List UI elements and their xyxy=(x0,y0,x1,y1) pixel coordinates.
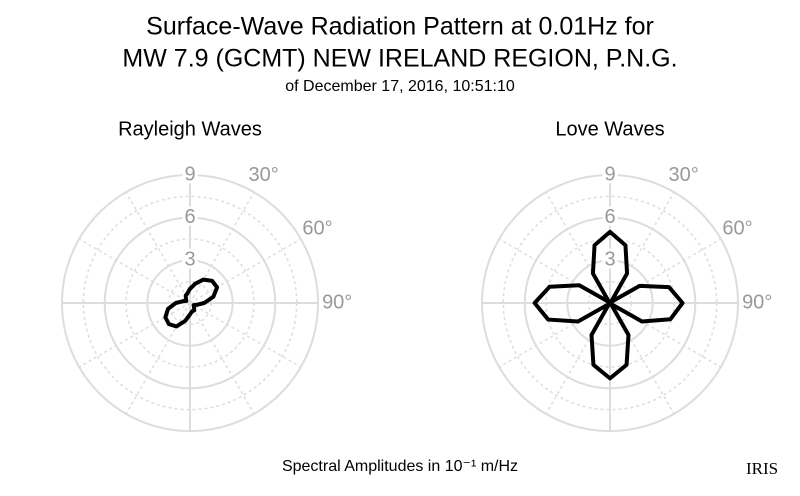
grid-ring xyxy=(103,216,277,390)
radiation-pattern xyxy=(163,277,220,329)
minor-ring xyxy=(587,280,633,326)
minor-ring xyxy=(125,238,255,368)
panel-title: Love Waves xyxy=(555,118,664,140)
theta-tick-label: 30° xyxy=(668,164,698,186)
title: MW 7.9 (GCMT) NEW IRELAND REGION, P.N.G. xyxy=(122,45,677,73)
grid-ring xyxy=(146,259,234,347)
caption: Spectral Amplitudes in 10⁻¹ m/Hz xyxy=(282,458,518,475)
r-tick-label: 9 xyxy=(604,163,615,185)
subtitle: of December 17, 2016, 10:51:10 xyxy=(285,78,515,95)
r-tick-label: 3 xyxy=(604,249,615,271)
grid-ring xyxy=(481,174,739,432)
r-tick-label: 3 xyxy=(184,249,195,271)
title: Surface-Wave Radiation Pattern at 0.01Hz… xyxy=(146,13,654,41)
panel-title: Rayleigh Waves xyxy=(118,118,262,140)
theta-tick-label: 30° xyxy=(248,164,278,186)
radiation-pattern xyxy=(532,229,685,381)
spoke xyxy=(125,191,191,304)
spoke xyxy=(189,191,255,304)
theta-tick-label: 60° xyxy=(722,218,752,240)
r-tick-label: 6 xyxy=(604,206,615,228)
minor-ring xyxy=(545,238,675,368)
r-tick-label: 9 xyxy=(184,163,195,185)
grid-ring xyxy=(523,216,697,390)
r-tick-label: 6 xyxy=(184,206,195,228)
spoke xyxy=(78,302,191,368)
grid-ring xyxy=(566,259,654,347)
minor-ring xyxy=(167,280,213,326)
grid-ring xyxy=(61,174,319,432)
spoke xyxy=(189,302,302,368)
theta-tick-label: 90° xyxy=(742,291,772,313)
minor-ring xyxy=(502,195,718,411)
theta-tick-label: 60° xyxy=(302,218,332,240)
theta-tick-label: 90° xyxy=(322,291,352,313)
logo: IRIS xyxy=(746,459,778,478)
minor-ring xyxy=(82,195,298,411)
